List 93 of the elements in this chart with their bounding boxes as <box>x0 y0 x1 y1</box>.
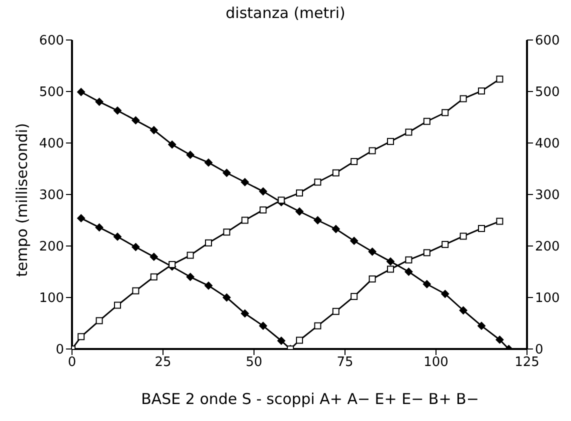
point <box>278 196 285 204</box>
y-tick-label: 600 <box>39 34 64 49</box>
point <box>204 282 212 290</box>
point <box>240 309 249 318</box>
y-tick-label: 100 <box>39 291 64 306</box>
y-tick-label: 0 <box>56 342 64 358</box>
point <box>350 158 358 166</box>
point <box>223 228 230 236</box>
point <box>150 273 158 280</box>
point <box>386 257 394 266</box>
x-tick-label: 0 <box>68 355 76 370</box>
x-tick-label: 50 <box>246 355 262 370</box>
point <box>96 317 103 324</box>
point <box>332 169 340 176</box>
point <box>332 225 340 234</box>
point <box>296 189 303 196</box>
y-tick-label: 200 <box>39 240 64 255</box>
point <box>496 336 504 344</box>
point <box>405 256 412 264</box>
point <box>314 322 322 330</box>
y2-tick-label: 300 <box>535 188 560 204</box>
point <box>186 272 194 281</box>
point <box>114 302 121 309</box>
point <box>204 158 212 167</box>
point <box>95 223 104 232</box>
point <box>114 106 122 115</box>
y2-tick-label: 200 <box>535 240 560 255</box>
point <box>241 216 248 224</box>
point <box>423 249 430 256</box>
point <box>387 138 394 145</box>
y-tick-label: 500 <box>39 85 64 100</box>
x-axis-title: BASE 2 onde S - scoppi A+ A− E+ E− B+ B− <box>140 390 480 408</box>
point <box>77 214 86 222</box>
y2-tick-label: 500 <box>535 85 560 100</box>
y2-tick-label: 400 <box>535 136 560 152</box>
point <box>332 308 340 315</box>
point <box>314 178 322 186</box>
point <box>222 168 231 177</box>
point <box>314 216 322 224</box>
point <box>78 333 85 340</box>
point <box>442 240 449 248</box>
point <box>423 118 430 125</box>
point <box>422 280 431 288</box>
point <box>350 292 358 300</box>
point <box>259 322 268 330</box>
x-tick-label: 100 <box>424 355 448 370</box>
point <box>150 126 158 134</box>
point <box>460 95 467 102</box>
y-tick-label: 400 <box>39 136 64 152</box>
point <box>296 207 304 216</box>
point <box>186 150 194 159</box>
point <box>460 232 467 240</box>
point <box>205 239 212 246</box>
point <box>459 306 468 314</box>
point <box>132 287 140 294</box>
y-tick-label: 300 <box>39 188 64 204</box>
point <box>132 243 140 252</box>
point <box>260 206 267 214</box>
x-tick-label: 75 <box>336 355 354 370</box>
point <box>478 322 486 330</box>
y-axis-title: tempo (millisecondi) <box>13 123 31 277</box>
point <box>350 236 358 245</box>
point <box>168 140 176 149</box>
point <box>496 218 504 225</box>
point <box>387 266 394 273</box>
point <box>186 252 194 259</box>
point <box>132 116 140 124</box>
y2-tick-label: 100 <box>535 291 560 306</box>
point <box>259 187 268 196</box>
chart-title: distanza (metri) <box>224 4 346 22</box>
point <box>95 98 104 106</box>
point <box>441 290 450 298</box>
point <box>368 275 376 282</box>
x-tick-label: 125 <box>514 355 540 370</box>
y2-tick-label: 0 <box>535 342 544 358</box>
point <box>114 232 122 241</box>
point <box>240 178 249 186</box>
point <box>368 248 376 256</box>
point <box>442 109 449 116</box>
point <box>405 128 412 136</box>
point <box>222 294 231 302</box>
x-tick-label: 25 <box>154 355 172 370</box>
y2-tick-label: 600 <box>535 34 560 49</box>
point <box>77 88 86 96</box>
point <box>478 224 485 232</box>
point <box>150 252 158 261</box>
point <box>368 147 376 154</box>
point <box>296 336 303 344</box>
point <box>478 87 485 94</box>
point <box>277 336 286 345</box>
point <box>168 261 176 268</box>
point <box>496 76 504 83</box>
point <box>404 268 413 276</box>
